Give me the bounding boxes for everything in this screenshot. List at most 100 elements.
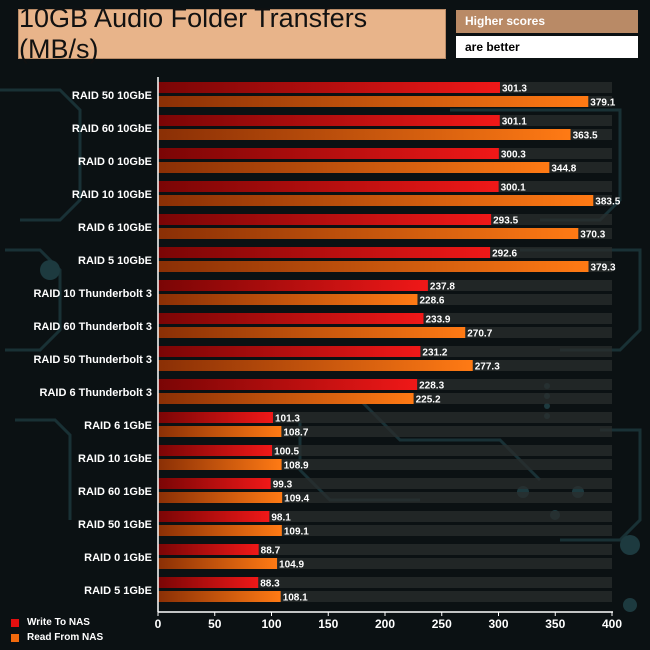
value-label: 228.3 (419, 381, 444, 392)
category-label: RAID 6 10GbE (78, 222, 152, 234)
x-tick-label: 250 (432, 617, 452, 631)
category-label: RAID 0 1GbE (84, 552, 152, 564)
bar-read (158, 294, 418, 305)
value-label: 233.9 (425, 315, 450, 326)
track-bg (158, 591, 612, 602)
value-label: 88.7 (261, 546, 281, 557)
value-label: 225.2 (416, 395, 441, 406)
higher-scores-note: Higher scores (456, 10, 638, 33)
category-label: RAID 10 1GbE (78, 453, 152, 465)
value-label: 108.1 (283, 593, 308, 604)
bar-read (158, 96, 589, 107)
bar-write (158, 379, 418, 390)
row-tracks (158, 82, 612, 602)
track-bg (158, 511, 612, 522)
bar-read (158, 591, 281, 602)
bar-write (158, 346, 421, 357)
bar-read (158, 162, 550, 173)
bar-write (158, 181, 499, 192)
bar-read (158, 261, 589, 272)
value-label: 231.2 (422, 348, 447, 359)
category-label: RAID 5 1GbE (84, 585, 152, 597)
bar-write (158, 577, 259, 588)
value-label: 109.1 (284, 527, 309, 538)
value-label: 104.9 (279, 560, 304, 571)
track-bg (158, 577, 612, 588)
category-label: RAID 50 Thunderbolt 3 (33, 354, 152, 366)
value-label: 379.3 (591, 263, 616, 274)
track-bg (158, 558, 612, 569)
value-label: 108.7 (283, 428, 308, 439)
bar-read (158, 393, 414, 404)
x-tick-label: 350 (545, 617, 565, 631)
value-label: 383.5 (595, 197, 620, 208)
value-label: 101.3 (275, 414, 300, 425)
value-label: 277.3 (475, 362, 500, 373)
category-label: RAID 5 10GbE (78, 255, 152, 267)
track-bg (158, 445, 612, 456)
value-label: 108.9 (284, 461, 309, 472)
category-label: RAID 0 10GbE (78, 156, 152, 168)
value-label: 109.4 (284, 494, 309, 505)
track-bg (158, 459, 612, 470)
x-axis: 0 50 100 150 200 250 300 350 400 (155, 77, 622, 631)
category-label: RAID 6 Thunderbolt 3 (40, 387, 152, 399)
bar-write (158, 280, 428, 291)
category-label: RAID 60 10GbE (72, 123, 152, 135)
legend-read: Read From NAS (11, 632, 103, 643)
value-label: 98.1 (271, 513, 291, 524)
bar-read (158, 459, 282, 470)
legend-write-swatch (11, 618, 19, 627)
x-tick-label: 400 (602, 617, 622, 631)
value-label: 344.8 (551, 164, 576, 175)
value-label: 270.7 (467, 329, 492, 340)
legend-read-swatch (11, 633, 19, 642)
bar-write (158, 247, 491, 258)
bar-read (158, 327, 466, 338)
value-label: 293.5 (493, 216, 518, 227)
labels: RAID 50 10GbE 301.3 379.1 RAID 60 10GbE 301.… (33, 84, 620, 604)
track-bg (158, 492, 612, 503)
x-tick-label: 150 (318, 617, 338, 631)
track-bg (158, 525, 612, 536)
category-label: RAID 60 Thunderbolt 3 (33, 321, 152, 333)
value-label: 379.1 (590, 98, 615, 109)
x-tick-label: 100 (261, 617, 281, 631)
value-label: 363.5 (573, 131, 598, 142)
bars (158, 82, 594, 602)
track-bg (158, 412, 612, 423)
bar-write (158, 148, 499, 159)
value-label: 100.5 (274, 447, 299, 458)
bar-read (158, 195, 594, 206)
bar-read (158, 492, 283, 503)
value-label: 88.3 (260, 579, 280, 590)
category-label: RAID 10 10GbE (72, 189, 152, 201)
bar-write (158, 313, 424, 324)
value-label: 370.3 (580, 230, 605, 241)
legend-write-label: Write To NAS (27, 617, 90, 628)
bar-read (158, 558, 278, 569)
bar-write (158, 544, 259, 555)
x-tick-label: 0 (155, 617, 162, 631)
category-label: RAID 60 1GbE (78, 486, 152, 498)
bar-read (158, 426, 282, 437)
legend-write: Write To NAS (11, 617, 90, 628)
x-tick-label: 50 (208, 617, 222, 631)
bar-write (158, 214, 492, 225)
value-label: 292.6 (492, 249, 517, 260)
bar-write (158, 478, 271, 489)
value-label: 228.6 (419, 296, 444, 307)
x-tick-label: 300 (488, 617, 508, 631)
value-label: 301.3 (502, 84, 527, 95)
legend-read-label: Read From NAS (27, 632, 104, 643)
bar-write (158, 412, 273, 423)
value-label: 300.3 (501, 150, 526, 161)
bar-read (158, 129, 571, 140)
x-tick-label: 200 (375, 617, 395, 631)
value-label: 237.8 (430, 282, 455, 293)
track-bg (158, 544, 612, 555)
bar-read (158, 360, 473, 371)
bar-write (158, 511, 270, 522)
